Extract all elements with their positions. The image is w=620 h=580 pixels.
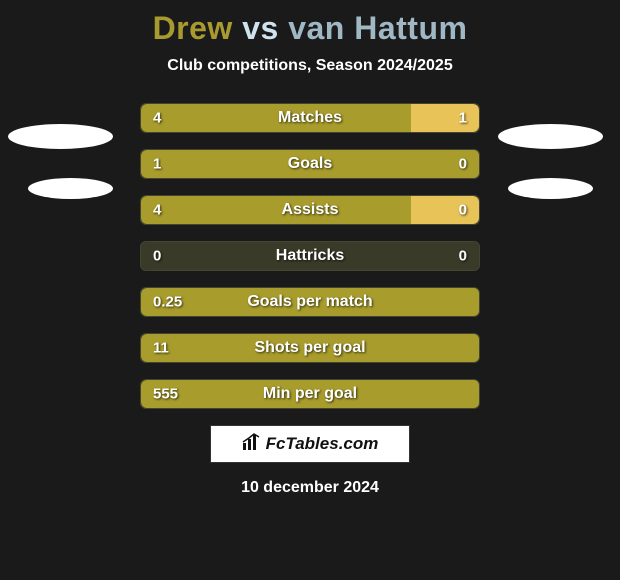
stat-bar-right [411,104,479,132]
stat-row: 0.25 Goals per match [140,287,480,317]
stat-row: 555 Min per goal [140,379,480,409]
decorative-ellipse [8,124,113,149]
bar-chart-icon [242,433,262,456]
decorative-ellipse [498,124,603,149]
stat-label: Hattricks [276,247,344,265]
stat-row: 0 0 Hattricks [140,241,480,271]
vs-text: vs [242,10,279,46]
stat-bar-right [411,196,479,224]
stats-bars: 4 1 Matches 1 0 Goals 4 0 Assists 0 0 Hattricks 0.25… [140,103,480,409]
stat-row: 1 0 Goals [140,149,480,179]
stat-value-right: 0 [459,248,467,265]
brand-box[interactable]: FcTables.com [210,425,410,463]
stat-label: Assists [282,201,339,219]
date-text: 10 december 2024 [0,479,620,497]
player1-name: Drew [153,10,233,46]
stat-label: Shots per goal [254,339,365,357]
stat-value-left: 0 [153,248,161,265]
stat-value-left: 4 [153,110,161,127]
stat-label: Matches [278,109,342,127]
stat-value-right: 0 [459,202,467,219]
stat-label: Min per goal [263,385,357,403]
stat-label: Goals per match [247,293,372,311]
stat-bar-left [141,104,411,132]
stat-row: 4 0 Assists [140,195,480,225]
decorative-ellipse [508,178,593,199]
stat-value-left: 555 [153,386,178,403]
stat-value-left: 4 [153,202,161,219]
subtitle: Club competitions, Season 2024/2025 [0,57,620,75]
page-title: Drew vs van Hattum [0,0,620,47]
stat-value-left: 0.25 [153,294,182,311]
stat-value-right: 0 [459,156,467,173]
stat-row: 4 1 Matches [140,103,480,133]
stat-value-left: 11 [153,340,169,357]
stat-bar-left [141,196,411,224]
stat-value-right: 1 [459,110,467,127]
stat-value-left: 1 [153,156,161,173]
decorative-ellipse [28,178,113,199]
stat-row: 11 Shots per goal [140,333,480,363]
stat-label: Goals [288,155,332,173]
brand-text: FcTables.com [266,434,379,454]
player2-name: van Hattum [288,10,467,46]
